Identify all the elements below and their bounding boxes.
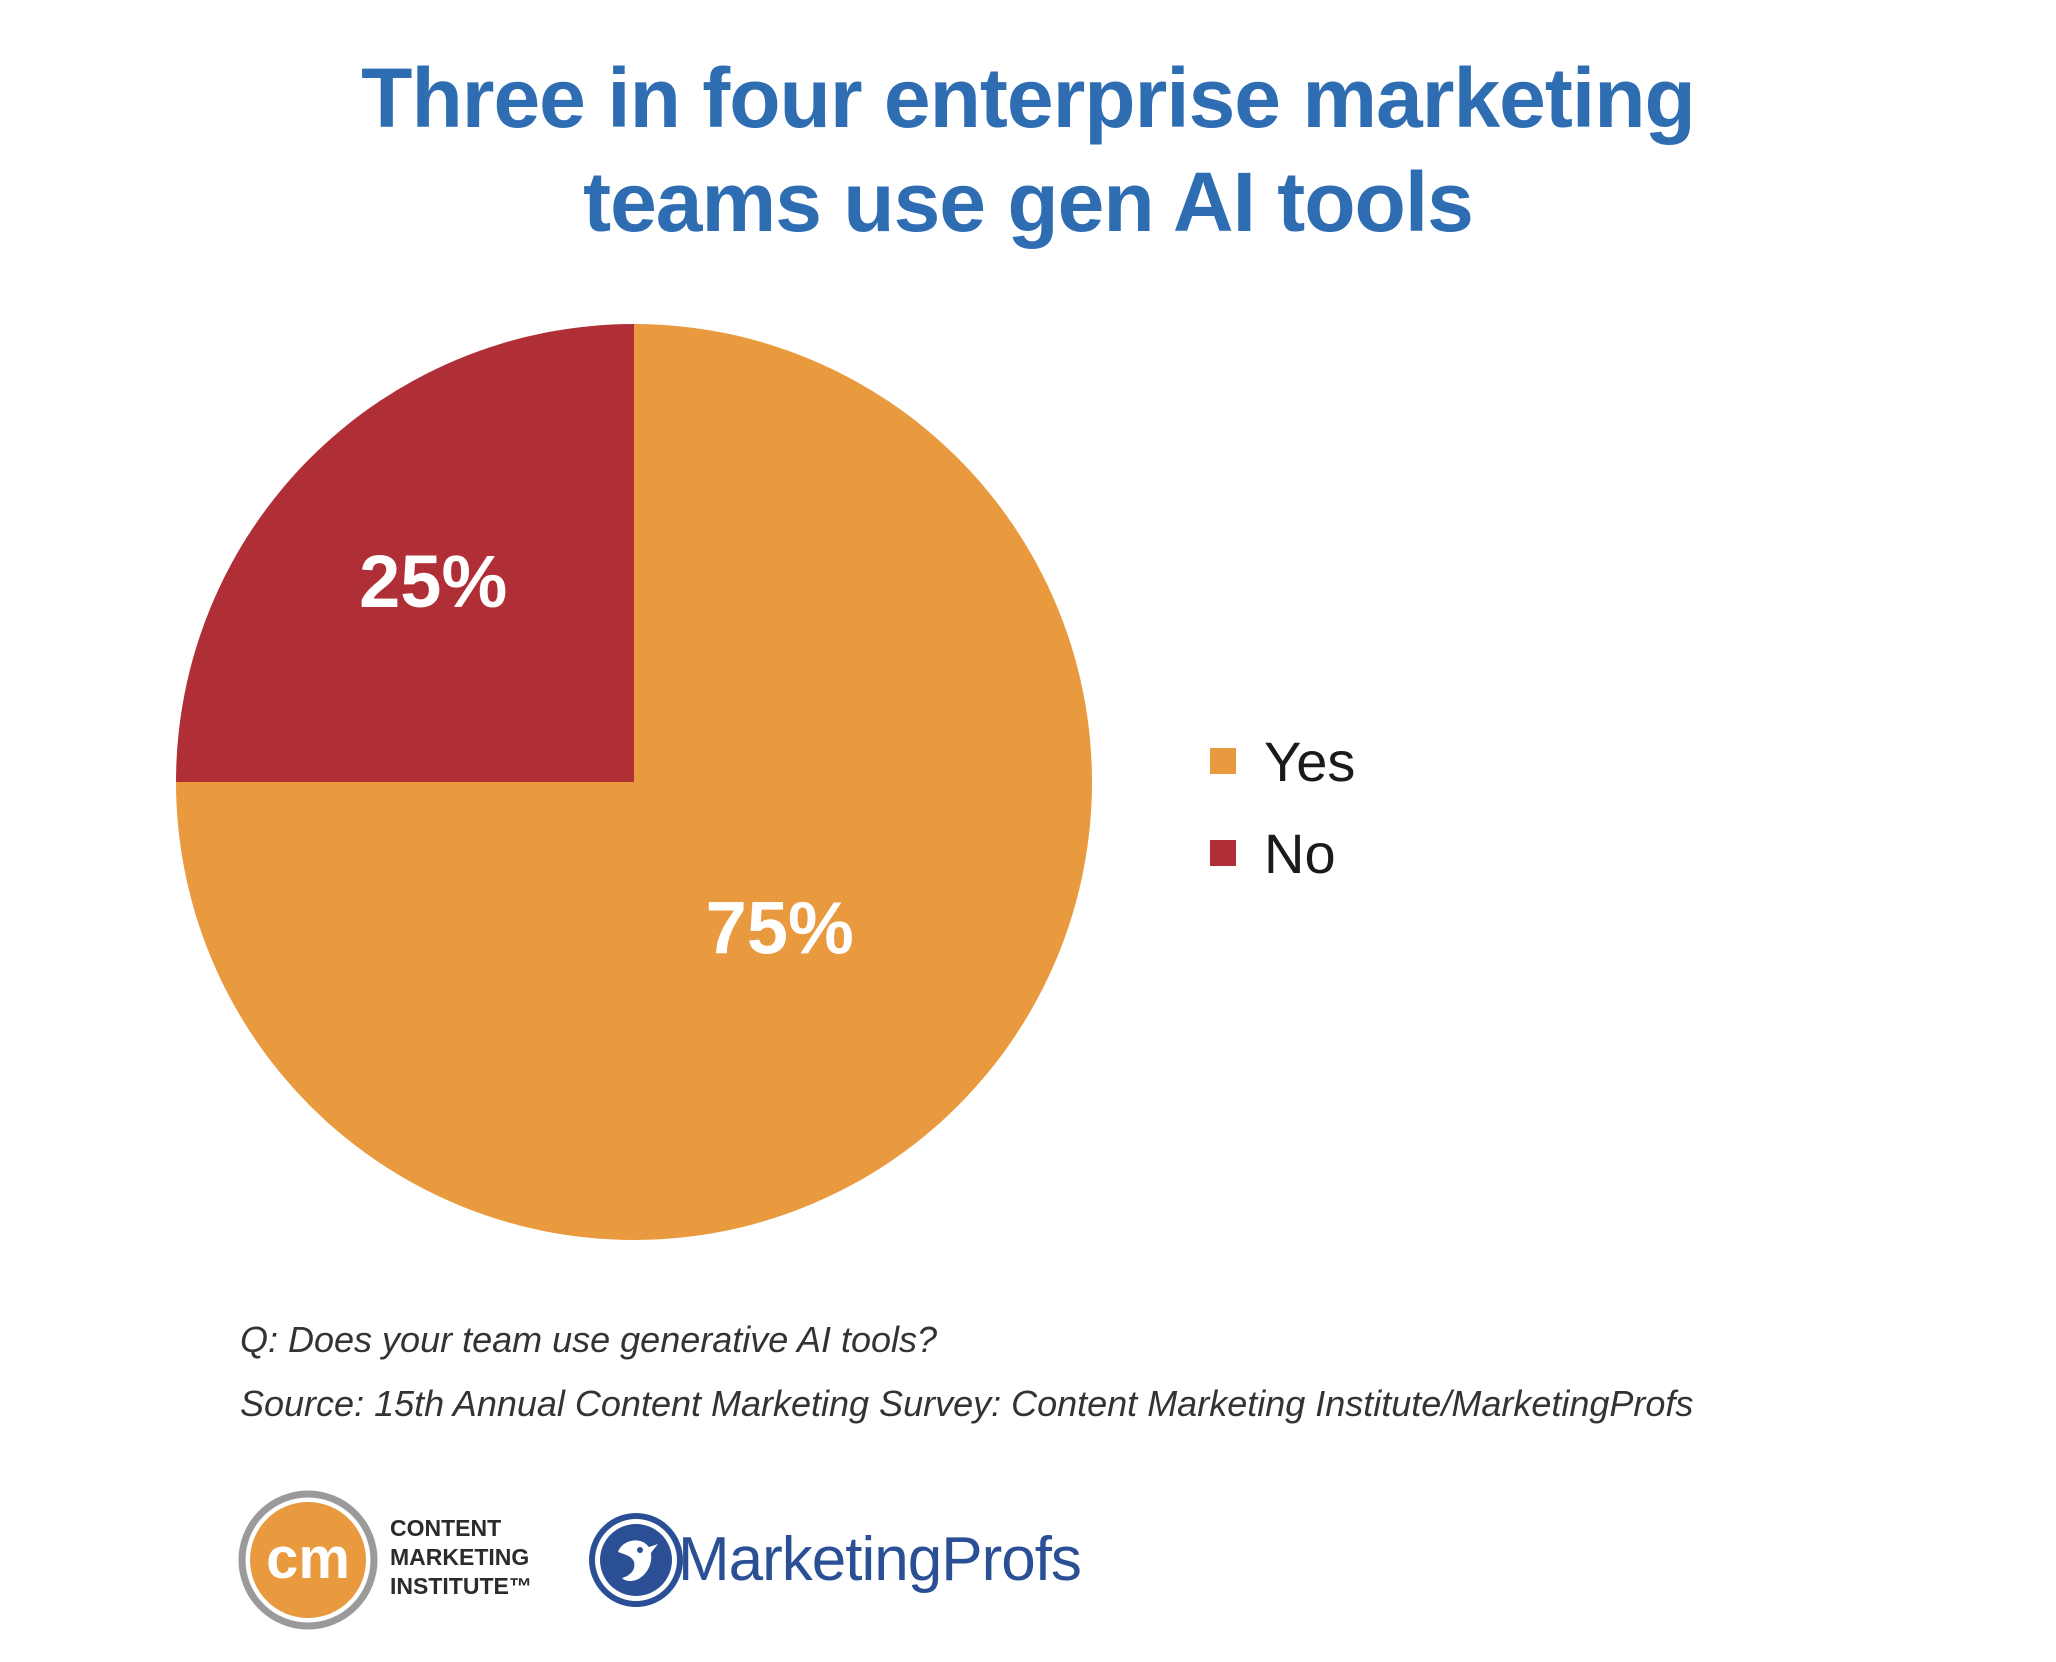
legend: Yes No	[1210, 715, 1355, 899]
cmi-logo-disc	[250, 1502, 366, 1618]
chart-notes: Q: Does your team use generative AI tool…	[240, 1308, 1693, 1436]
pie-slice-no	[176, 324, 634, 782]
source-note: Source: 15th Annual Content Marketing Su…	[240, 1383, 1694, 1424]
chart-title-line-2: teams use gen AI tools	[583, 155, 1474, 249]
cmi-wordmark: CONTENT MARKETING INSTITUTE™	[390, 1514, 532, 1601]
legend-item-yes: Yes	[1210, 715, 1355, 807]
legend-swatch-yes	[1210, 748, 1236, 774]
legend-swatch-no	[1210, 840, 1236, 866]
mp-logo-bird-eye	[637, 1547, 643, 1553]
cmi-logo-icon: cm	[238, 1490, 378, 1630]
cmi-logo-monogram: cm	[266, 1526, 350, 1591]
marketingprofs-wordmark: MarketingProfs	[678, 1525, 1082, 1594]
survey-question: Q: Does your team use generative AI tool…	[240, 1319, 938, 1360]
cmi-wordmark-line-1: CONTENT	[390, 1515, 502, 1541]
legend-item-no: No	[1210, 807, 1355, 899]
cmi-wordmark-line-3: INSTITUTE™	[390, 1573, 532, 1599]
chart-title: Three in four enterprise marketing teams…	[0, 46, 2056, 254]
legend-label-no: No	[1264, 821, 1336, 885]
pie-label-no: 25%	[359, 540, 507, 623]
cmi-wordmark-line-2: MARKETING	[390, 1544, 530, 1570]
marketingprofs-bird-icon	[589, 1513, 683, 1607]
mp-logo-bird-beak	[646, 1544, 658, 1554]
chart-title-line-1: Three in four enterprise marketing	[361, 51, 1696, 145]
logo-bar: cm CONTENT MARKETING INSTITUTE™ Marketin…	[238, 1490, 1138, 1630]
legend-label-yes: Yes	[1264, 729, 1356, 793]
pie-label-yes: 75%	[706, 887, 854, 970]
